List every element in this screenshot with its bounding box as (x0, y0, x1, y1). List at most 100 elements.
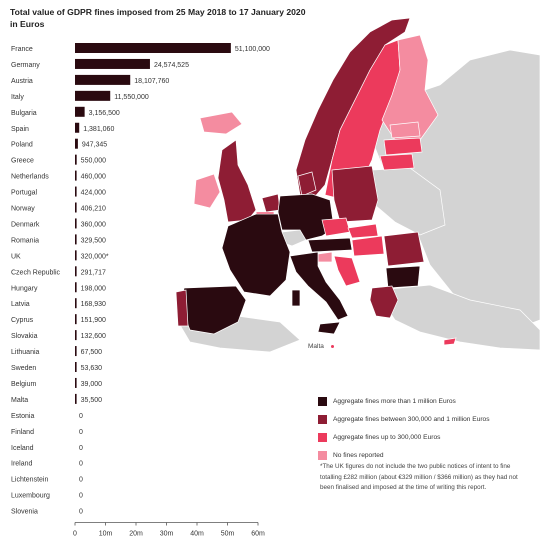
value-label: 0 (79, 461, 83, 468)
legend-item-between: Aggregate fines between 300,000 and 1 mi… (318, 410, 533, 428)
bar (75, 218, 77, 229)
category-label: Belgium (11, 381, 36, 388)
value-label: 0 (79, 413, 83, 420)
map-country-czech (321, 217, 351, 237)
bar (75, 58, 150, 69)
bar (75, 346, 77, 357)
bar (75, 266, 77, 277)
category-label: Latvia (11, 301, 30, 308)
value-label: 406,210 (81, 206, 106, 213)
value-label: 11,550,000 (114, 94, 149, 101)
legend-swatch (318, 396, 327, 406)
map-country-estonia (389, 121, 421, 139)
bar (75, 298, 77, 309)
map-country-sardinia (291, 289, 301, 307)
value-label: 35,500 (81, 397, 103, 404)
map-country-lithuania (379, 153, 415, 171)
bar (75, 330, 77, 341)
legend-label: No fines reported (333, 451, 384, 459)
map-country-netherlands (261, 193, 281, 213)
bar (75, 170, 77, 181)
x-tick-label: 10m (99, 531, 113, 538)
category-label: Luxembourg (11, 493, 50, 500)
map-country-uk (217, 139, 257, 223)
legend-swatch (318, 414, 327, 424)
map-nodata-balkans-turkey (379, 284, 540, 351)
category-label: Romania (11, 237, 39, 244)
bar (75, 362, 77, 372)
x-tick-label: 0 (73, 531, 77, 538)
map-country-austria (307, 237, 353, 253)
value-label: 24,574,525 (154, 62, 189, 69)
map-country-greece (369, 285, 399, 319)
value-label: 0 (79, 429, 83, 436)
category-label: Italy (11, 94, 24, 101)
bar (75, 154, 77, 165)
category-label: Netherlands (11, 174, 49, 181)
bar (75, 122, 80, 133)
x-tick-label: 30m (160, 531, 174, 538)
category-label: Czech Republic (11, 269, 61, 276)
category-label: Portugal (11, 190, 38, 197)
value-label: 39,000 (81, 381, 103, 388)
x-tick-label: 20m (129, 531, 143, 538)
value-label: 291,717 (81, 269, 106, 276)
value-label: 329,500 (81, 237, 106, 244)
category-label: Lithuania (11, 349, 40, 356)
category-label: Cyprus (11, 317, 34, 324)
value-label: 360,000 (81, 221, 106, 228)
footnote: *The UK figures do not include the two p… (320, 463, 518, 492)
legend-label: Aggregate fines up to 300,000 Euros (333, 433, 441, 441)
category-label: Lichtenstein (11, 477, 48, 484)
map-country-romania (383, 231, 425, 267)
value-label: 0 (79, 509, 83, 516)
x-tick-label: 50m (221, 531, 235, 538)
bar (75, 234, 77, 245)
bar (75, 74, 131, 85)
category-label: Greece (11, 158, 34, 165)
legend-item-up-to-300k: Aggregate fines up to 300,000 Euros (318, 428, 533, 446)
category-label: Bulgaria (11, 110, 37, 117)
bar (75, 314, 77, 325)
category-label: Slovenia (11, 509, 38, 516)
map-country-latvia (383, 137, 423, 156)
bar (75, 202, 77, 213)
category-label: UK (11, 253, 21, 260)
category-label: Iceland (11, 445, 34, 452)
value-label: 424,000 (81, 190, 106, 197)
x-tick-label: 60m (251, 531, 265, 538)
value-label: 18,107,760 (134, 78, 169, 85)
value-label: 51,100,000 (235, 46, 270, 53)
map-country-croatia (333, 255, 361, 287)
category-label: Sweden (11, 365, 36, 372)
map-country-portugal (175, 289, 189, 327)
value-label: 151,900 (81, 317, 106, 324)
map-legend: Aggregate fines more than 1 million Euro… (318, 392, 533, 464)
category-label: Spain (11, 126, 29, 133)
map-country-poland (331, 165, 379, 223)
category-label: Denmark (11, 221, 40, 228)
value-label: 198,000 (81, 285, 106, 292)
category-label: France (11, 46, 33, 53)
value-label: 53,630 (81, 365, 103, 372)
value-label: 168,930 (81, 301, 106, 308)
map-country-sicily (317, 321, 341, 335)
value-label: 3,156,500 (89, 110, 120, 117)
map-country-germany (277, 193, 335, 241)
category-label: Hungary (11, 285, 38, 292)
legend-swatch (318, 432, 327, 442)
category-label: Poland (11, 142, 33, 149)
bar (75, 393, 77, 404)
legend-item-none: No fines reported (318, 446, 533, 464)
category-label: Norway (11, 206, 35, 213)
value-label: 947,345 (82, 142, 107, 149)
bar (75, 138, 78, 149)
value-label: 0 (79, 477, 83, 484)
map-country-denmark (297, 171, 317, 197)
legend-label: Aggregate fines between 300,000 and 1 mi… (333, 415, 490, 423)
legend-item-above-1m: Aggregate fines more than 1 million Euro… (318, 392, 533, 410)
value-label: 132,600 (81, 333, 106, 340)
map-country-italy (289, 251, 349, 321)
value-label: 550,000 (81, 158, 106, 165)
